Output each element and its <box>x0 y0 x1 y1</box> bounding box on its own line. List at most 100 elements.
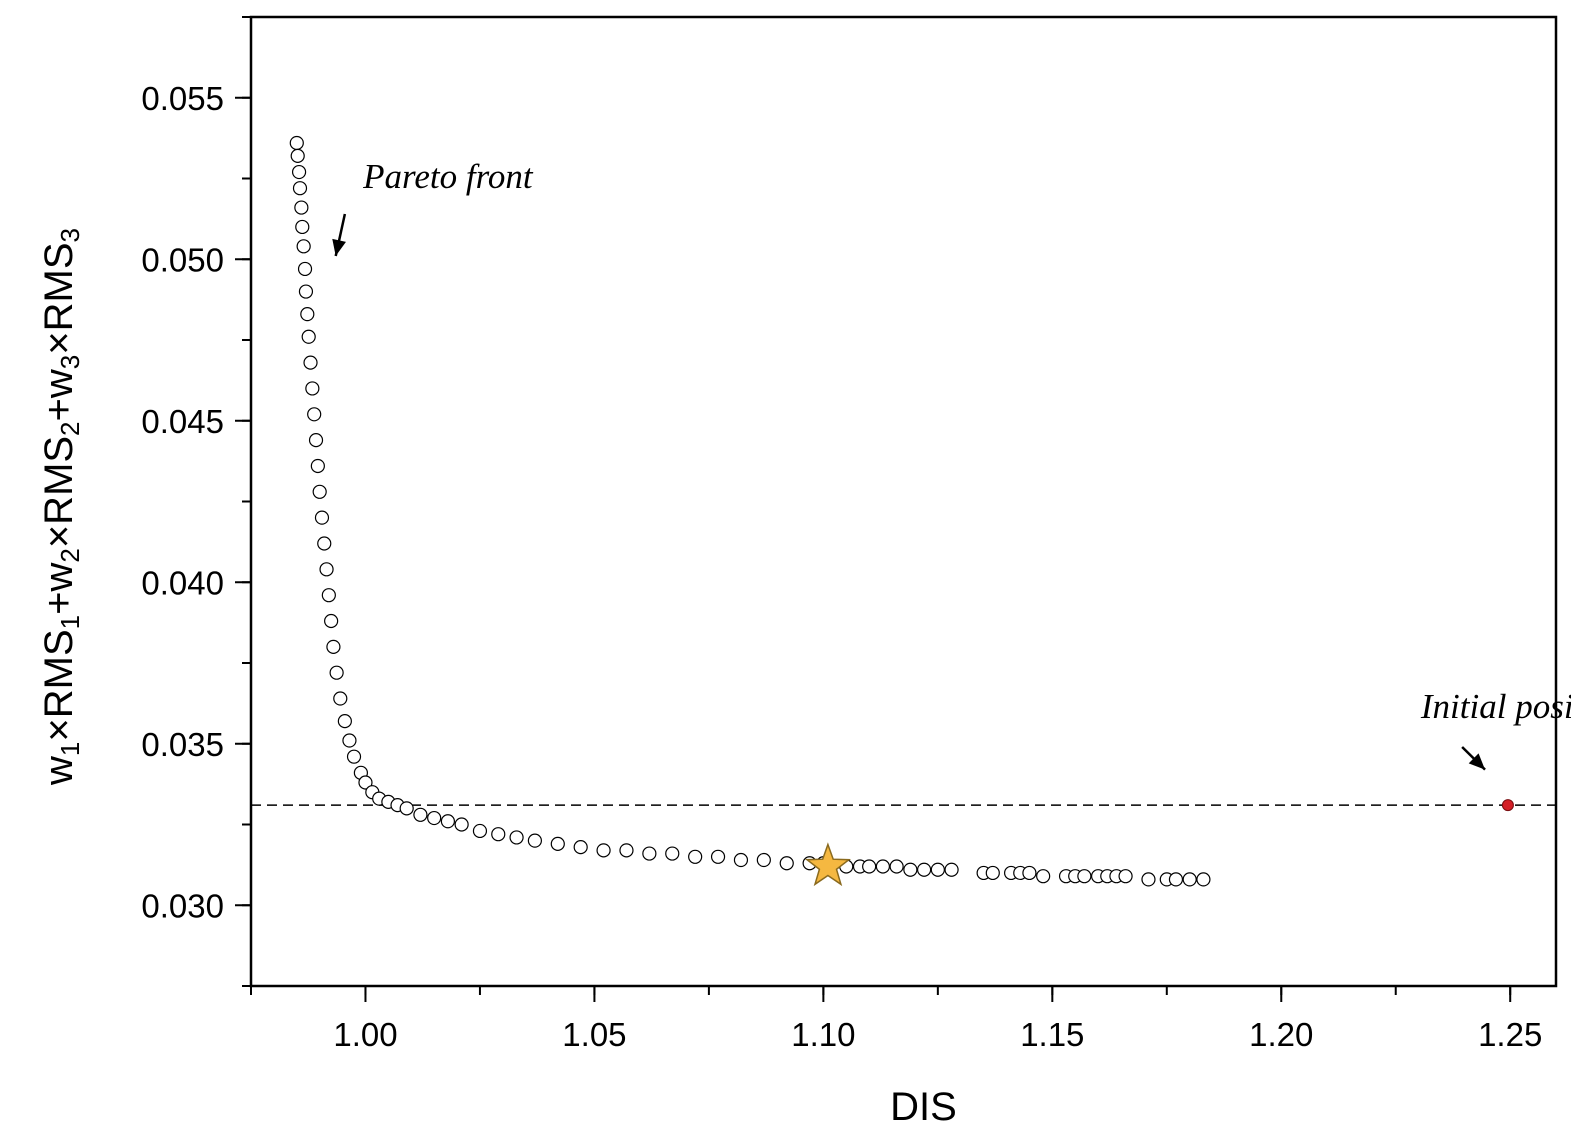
data-point <box>301 329 316 344</box>
data-point <box>1118 869 1133 884</box>
special-markers <box>804 799 1514 887</box>
data-point <box>305 381 320 396</box>
data-point <box>1077 869 1092 884</box>
data-point <box>358 775 373 790</box>
data-point <box>756 852 771 868</box>
data-point <box>294 200 309 215</box>
data-point <box>733 852 749 868</box>
initial-position-point <box>1501 799 1514 812</box>
selected-solution-star <box>804 842 852 887</box>
y-label-segment: +w <box>37 369 81 421</box>
x-axis-label: DIS <box>890 1085 957 1129</box>
data-point <box>307 407 322 422</box>
data-point <box>1036 869 1051 884</box>
data-point <box>527 833 542 848</box>
data-point <box>573 840 588 855</box>
axis-ticks: 1.00 1.05 1.10 1.15 1.20 1.25 0.030 0.035 0.040 0… <box>141 16 1542 1053</box>
y-label-segment: w <box>37 756 81 786</box>
y-tick-label: 0.040 <box>141 564 224 601</box>
y-axis-label: w1×RMS1+w2×RMS2+w3×RMS3 <box>37 228 85 786</box>
data-point <box>399 801 414 816</box>
data-point <box>292 181 308 196</box>
y-label-subscript: 3 <box>55 355 85 369</box>
y-tick-label: 0.030 <box>141 887 224 924</box>
data-point <box>324 613 339 629</box>
y-tick-label: 0.045 <box>141 403 224 440</box>
data-point <box>346 749 362 764</box>
data-point <box>472 823 488 839</box>
pareto-front-annotation: Pareto front <box>362 157 534 196</box>
y-label-subscript: 1 <box>55 615 85 629</box>
data-point <box>319 562 334 577</box>
data-point <box>321 588 336 603</box>
initial-position-annotation: Initial position <box>1420 687 1571 726</box>
y-label-segment: ×RMS <box>37 629 81 741</box>
data-point <box>1168 872 1184 887</box>
data-point <box>985 865 1000 881</box>
data-point <box>342 733 357 748</box>
data-point <box>642 846 657 861</box>
y-tick-label: 0.035 <box>141 726 224 763</box>
data-point <box>413 807 428 822</box>
data-point <box>310 458 325 474</box>
data-point <box>329 665 344 680</box>
data-point <box>297 261 313 277</box>
annotations: Pareto front Initial position <box>332 157 1571 771</box>
data-point <box>710 849 726 864</box>
data-points <box>289 135 1211 887</box>
data-point <box>550 836 565 851</box>
data-point <box>944 862 959 877</box>
data-point <box>1022 865 1037 881</box>
data-point <box>427 810 442 826</box>
data-point <box>1182 872 1197 887</box>
data-point <box>454 817 469 832</box>
data-point <box>326 639 341 654</box>
data-point <box>337 714 352 729</box>
data-point <box>291 164 307 180</box>
data-point <box>779 856 794 871</box>
data-point <box>317 536 332 551</box>
data-point <box>1196 872 1211 887</box>
initial-position-arrow-head <box>1468 753 1486 770</box>
data-point <box>509 830 524 845</box>
x-tick-label: 1.05 <box>562 1016 626 1053</box>
data-point <box>875 859 890 874</box>
data-point <box>862 859 877 874</box>
data-point <box>298 284 314 299</box>
y-label-segment: +w <box>37 563 81 615</box>
y-label-subscript: 3 <box>55 228 85 242</box>
y-label-segment: ×RMS <box>37 242 81 354</box>
data-point <box>289 135 304 151</box>
data-point <box>917 862 932 877</box>
data-point <box>688 849 703 864</box>
data-point <box>930 862 945 877</box>
x-tick-label: 1.25 <box>1478 1016 1542 1053</box>
x-tick-label: 1.10 <box>791 1016 855 1053</box>
data-point <box>596 843 611 858</box>
data-point <box>303 355 318 370</box>
y-tick-label: 0.050 <box>141 241 224 278</box>
y-label-subscript: 1 <box>55 742 85 756</box>
data-point <box>440 814 455 829</box>
x-tick-label: 1.00 <box>333 1016 397 1053</box>
data-point <box>903 862 918 877</box>
y-tick-label: 0.055 <box>141 80 224 117</box>
y-label-segment: ×RMS <box>37 436 81 548</box>
data-point <box>619 843 634 858</box>
pareto-front-arrow-head <box>332 238 346 257</box>
data-point <box>889 859 904 874</box>
data-point <box>290 148 305 163</box>
data-point <box>1141 872 1156 887</box>
data-point <box>491 827 506 842</box>
x-tick-label: 1.20 <box>1249 1016 1313 1053</box>
data-point <box>665 846 680 861</box>
data-point <box>300 307 315 322</box>
data-point <box>308 433 324 448</box>
data-point <box>314 510 330 525</box>
y-label-subscript: 2 <box>55 548 85 562</box>
y-label-subscript: 2 <box>55 421 85 435</box>
data-point <box>312 484 327 499</box>
data-point <box>333 691 348 706</box>
x-tick-label: 1.15 <box>1020 1016 1084 1053</box>
